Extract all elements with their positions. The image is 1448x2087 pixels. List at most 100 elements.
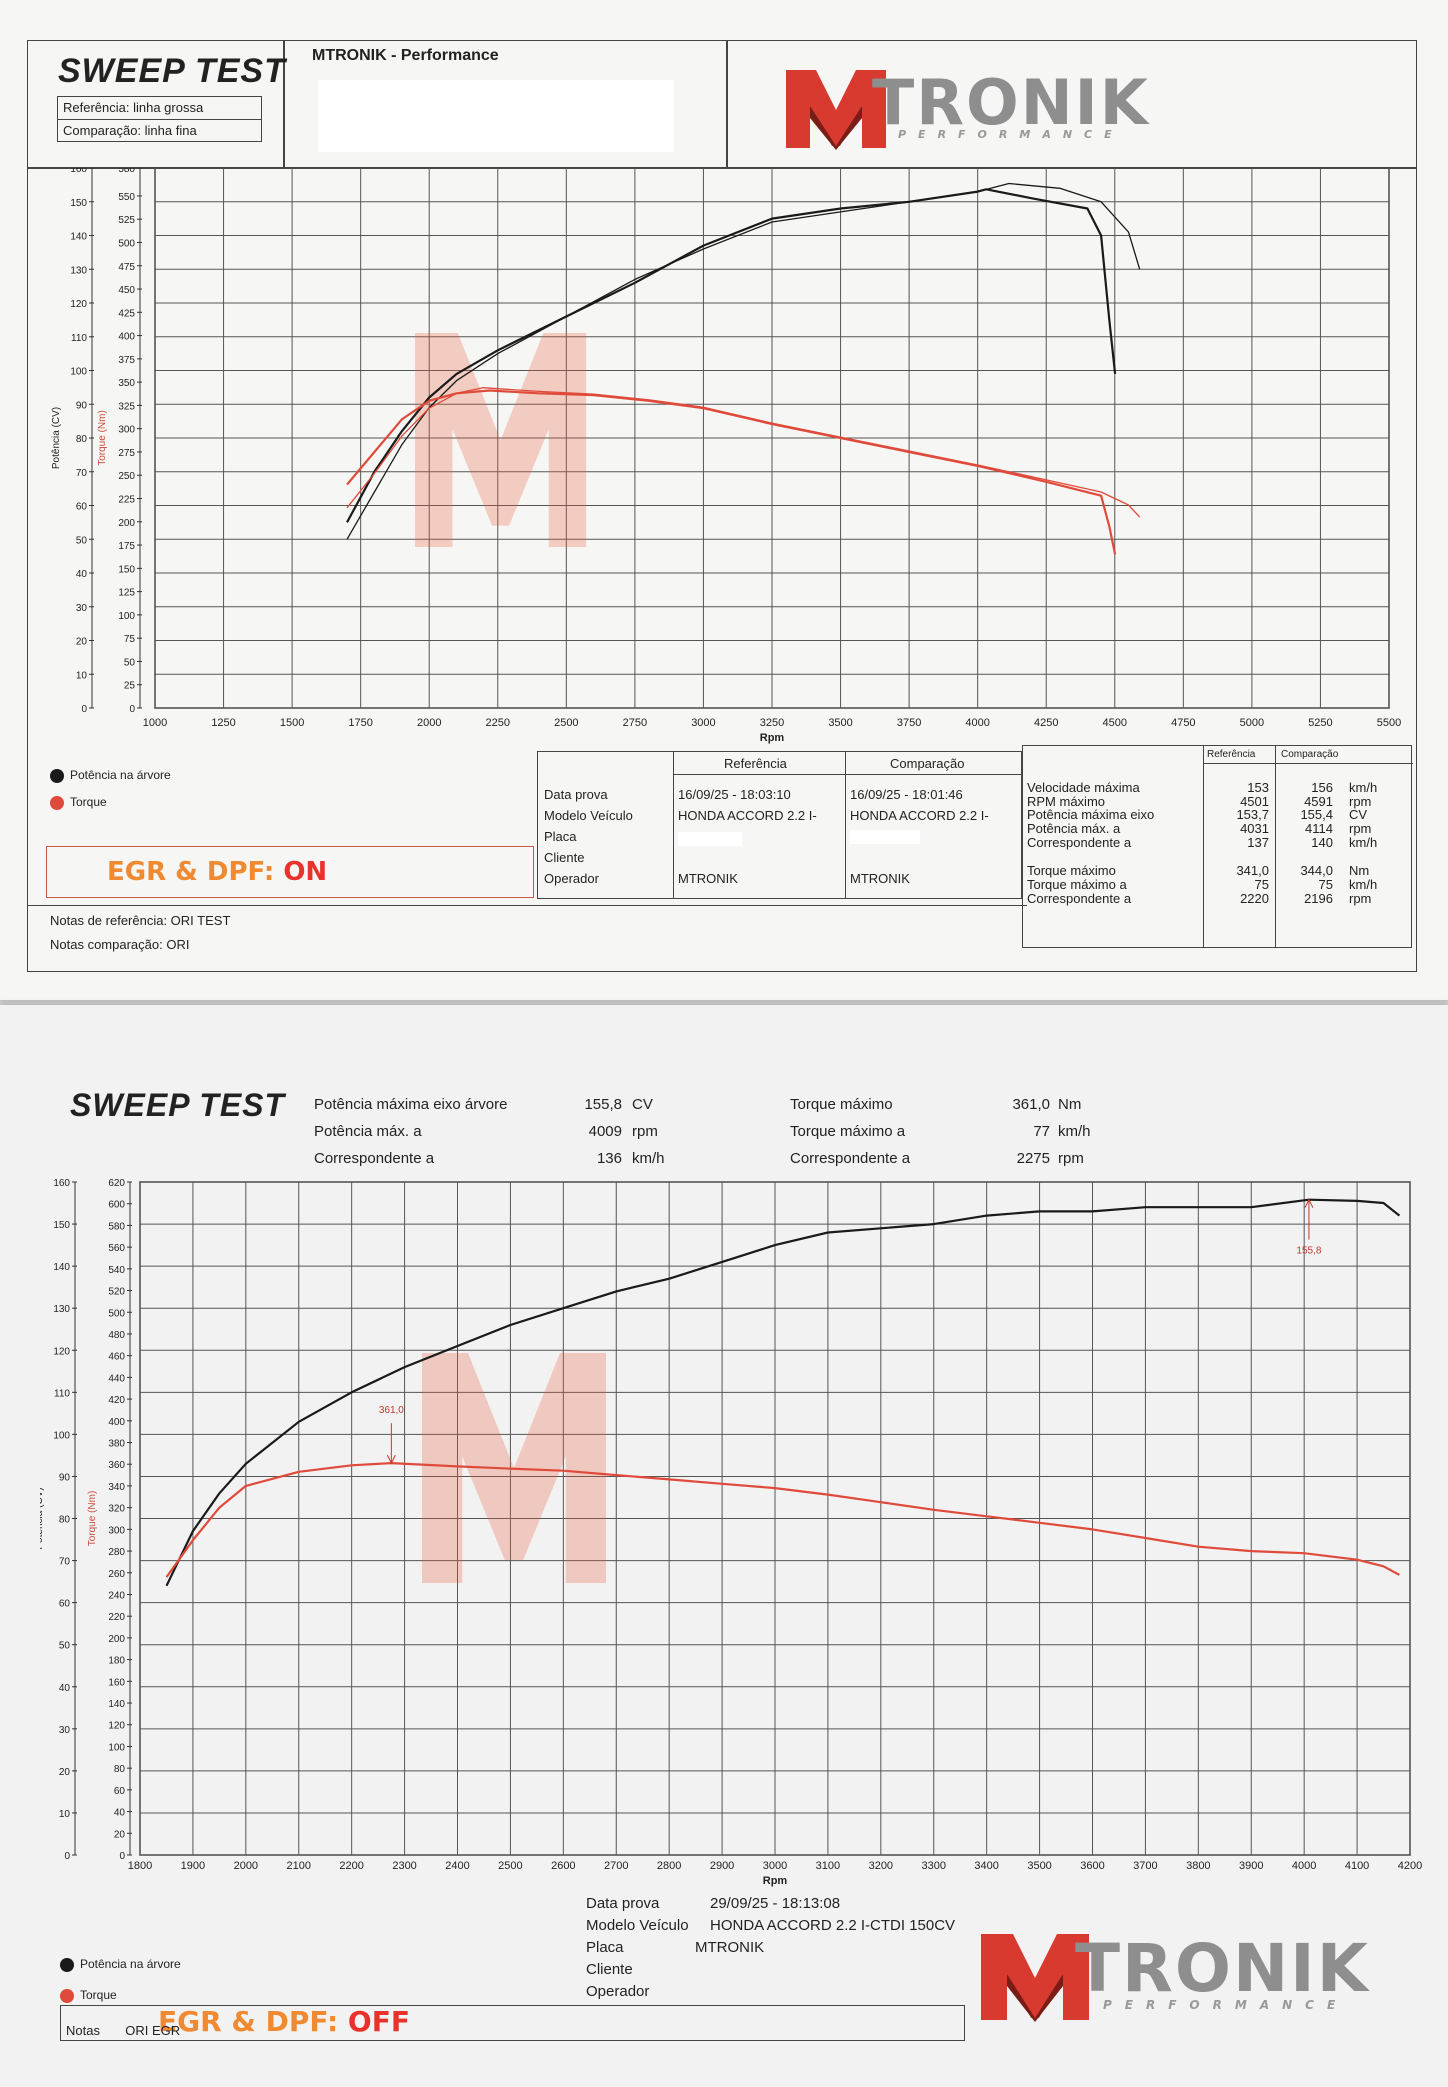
page-title: SWEEP TEST bbox=[70, 1087, 286, 1123]
info-value: 16/09/25 - 18:01:46 bbox=[850, 787, 963, 802]
torque-tick-label: 25 bbox=[124, 681, 136, 692]
torque-curve bbox=[346, 389, 1117, 555]
power-tick-label: 30 bbox=[76, 603, 88, 614]
col-reference: Referência bbox=[724, 756, 787, 771]
x-tick-label: 2300 bbox=[392, 1860, 416, 1872]
torque-tick-label: 120 bbox=[108, 1721, 125, 1732]
col-reference: Referência bbox=[1207, 749, 1256, 760]
x-tick-label: 3250 bbox=[760, 717, 784, 729]
x-tick-label: 1000 bbox=[143, 717, 167, 729]
torque-tick-label: 400 bbox=[118, 332, 135, 343]
power-summary-labels: Potência máxima eixo árvore Potência máx… bbox=[314, 1091, 507, 1172]
legend-box: Referência: linha grossa Comparação: lin… bbox=[57, 96, 262, 142]
torque-tick-label: 80 bbox=[114, 1764, 126, 1775]
redaction-block bbox=[318, 80, 674, 152]
torque-tick-label: 260 bbox=[108, 1569, 125, 1580]
torque-tick-label: 20 bbox=[114, 1829, 126, 1840]
power-tick-label: 120 bbox=[70, 299, 87, 310]
chart-dyno-on: 1000 1250 1500 1750 2000 2250 2500 2750 3000 3250… bbox=[51, 168, 1401, 744]
power-summary-units: CV rpm km/h bbox=[632, 1091, 665, 1172]
torque-tick-label: 525 bbox=[118, 215, 135, 226]
x-tick-label: 5500 bbox=[1377, 717, 1401, 729]
logo-m-mark bbox=[981, 1934, 1089, 2022]
x-tick-label: 3500 bbox=[1027, 1860, 1051, 1872]
info-label: Operador bbox=[586, 1983, 650, 2000]
torque-tick-label: 75 bbox=[124, 634, 136, 645]
stat-label: Correspondente a bbox=[1027, 835, 1132, 850]
egr-dpf-status: EGR & DPF: OFF bbox=[158, 2005, 410, 2038]
redacted bbox=[850, 826, 989, 868]
x-tick-label: 2000 bbox=[234, 1860, 258, 1872]
stats-table: Referência Comparação Velocidade máxima 1… bbox=[1022, 745, 1413, 948]
summary-value: 4009 bbox=[588, 1123, 622, 1140]
x-tick-label: 1900 bbox=[181, 1860, 205, 1872]
info-ref-values: 16/09/25 - 18:03:10 HONDA ACCORD 2.2 I- … bbox=[678, 784, 817, 889]
annotation-arrowhead bbox=[1304, 1198, 1314, 1208]
x-tick-label: 2250 bbox=[486, 717, 510, 729]
summary-unit: rpm bbox=[632, 1123, 658, 1140]
watermark-shape bbox=[415, 333, 587, 547]
info-label: Placa bbox=[544, 829, 577, 844]
x-tick-label: 3800 bbox=[1186, 1860, 1210, 1872]
summary-unit: km/h bbox=[1058, 1123, 1091, 1140]
info-label: Placa bbox=[586, 1939, 624, 1956]
x-tick-label: 3200 bbox=[869, 1860, 893, 1872]
divider bbox=[1203, 763, 1413, 764]
power-tick-label: 0 bbox=[81, 704, 87, 715]
header-note: MTRONIK - Performance bbox=[312, 47, 499, 64]
power-legend-swatch bbox=[50, 768, 64, 783]
torque-tick-label: 540 bbox=[108, 1265, 125, 1276]
x-tick-label: 5250 bbox=[1308, 717, 1332, 729]
logo-text: TRONIK bbox=[872, 66, 1150, 139]
comparison-notes: Notas comparação: ORI bbox=[50, 937, 190, 952]
torque-tick-label: 225 bbox=[118, 495, 135, 506]
notes: Notas ORI EGR bbox=[66, 2023, 181, 2038]
mtronik-logo: TRONIK PERFORMANCE bbox=[975, 1920, 1368, 2030]
power-tick-label: 60 bbox=[76, 502, 88, 513]
x-tick-label: 2200 bbox=[339, 1860, 363, 1872]
status-box: EGR & DPF: ON bbox=[46, 846, 534, 898]
torque-tick-label: 250 bbox=[118, 471, 135, 482]
annotation-label: 361,0 bbox=[379, 1405, 404, 1416]
torque-tick-label: 125 bbox=[118, 588, 135, 599]
power-tick-label: 50 bbox=[76, 535, 88, 546]
power-tick-label: 30 bbox=[59, 1725, 71, 1736]
torque-tick-label: 280 bbox=[108, 1547, 125, 1558]
info-value: MTRONIK bbox=[695, 1939, 765, 1956]
stat-label: Torque máximo bbox=[1027, 863, 1116, 878]
info-label: Data prova bbox=[544, 787, 608, 802]
x-tick-label: 2000 bbox=[417, 717, 441, 729]
info-cmp-values: 16/09/25 - 18:01:46 HONDA ACCORD 2.2 I- … bbox=[850, 784, 989, 889]
summary-unit: Nm bbox=[1058, 1096, 1082, 1113]
power-tick-label: 80 bbox=[76, 434, 88, 445]
torque-legend-swatch bbox=[50, 795, 64, 810]
torque-tick-label: 600 bbox=[108, 1200, 125, 1211]
power-tick-label: 20 bbox=[76, 637, 88, 648]
x-tick-label: 4250 bbox=[1034, 717, 1058, 729]
test-info-table: Referência Comparação Data prova Modelo … bbox=[537, 751, 1023, 899]
legend-item-power: Potência na árvore bbox=[60, 1957, 181, 1972]
power-tick-label: 70 bbox=[76, 468, 88, 479]
stat-unit: CV bbox=[1349, 807, 1368, 822]
x-tick-label: 3000 bbox=[763, 1860, 787, 1872]
power-tick-label: 10 bbox=[59, 1809, 71, 1820]
info-labels: Data prova Modelo Veículo Placa Cliente … bbox=[544, 784, 633, 889]
power-tick-label: 110 bbox=[71, 333, 87, 344]
x-tick-label: 4200 bbox=[1398, 1860, 1422, 1872]
divider bbox=[1275, 746, 1276, 947]
divider bbox=[673, 774, 1023, 775]
divider bbox=[27, 905, 1027, 906]
power-tick-label: 120 bbox=[53, 1346, 70, 1357]
x-tick-label: 3600 bbox=[1080, 1860, 1104, 1872]
torque-tick-label: 200 bbox=[108, 1634, 125, 1645]
x-tick-label: 3750 bbox=[897, 717, 921, 729]
status-label: EGR & DPF: bbox=[107, 857, 284, 887]
legend-panel: Potência na árvore Torque bbox=[44, 760, 534, 906]
stat-ref-value: 153,7 bbox=[1236, 807, 1269, 822]
x-tick-label: 2600 bbox=[551, 1860, 575, 1872]
power-tick-label: 100 bbox=[53, 1430, 70, 1441]
power-tick-label: 130 bbox=[53, 1304, 70, 1315]
info-value: 16/09/25 - 18:03:10 bbox=[678, 787, 791, 802]
page-title: SWEEP TEST bbox=[58, 52, 286, 90]
stat-cmp-value: 155,4 bbox=[1300, 807, 1333, 822]
